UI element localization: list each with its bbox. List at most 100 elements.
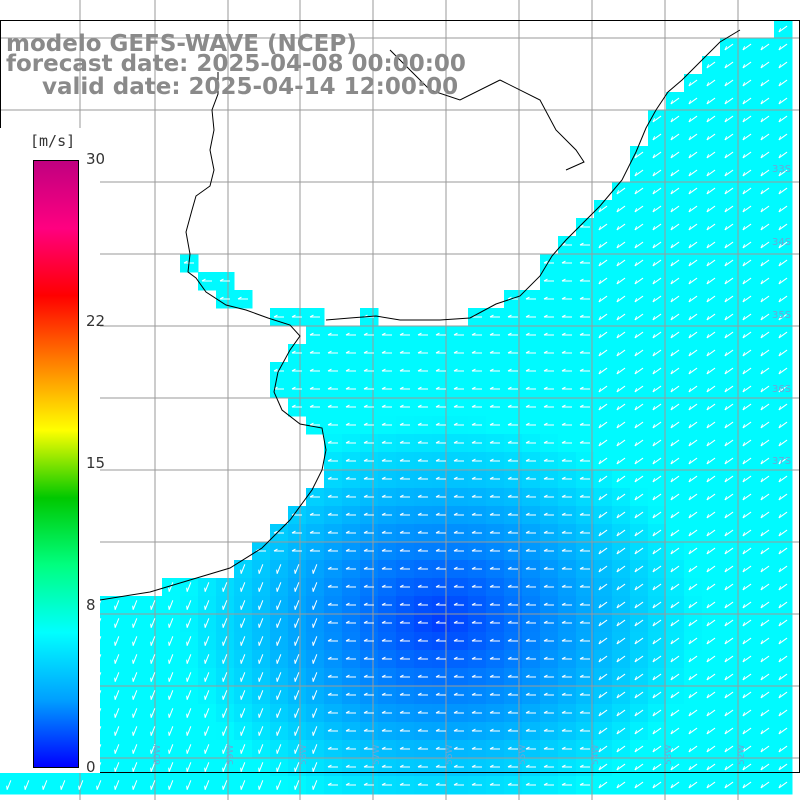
- wind-arrow: [294, 564, 300, 574]
- wind-arrow: [294, 654, 300, 664]
- wind-arrow: [706, 331, 716, 339]
- wind-arrow-head: [652, 172, 656, 177]
- wind-arrow-head: [634, 226, 638, 231]
- wind-arrow: [294, 582, 300, 592]
- wind-arrow-head: [688, 532, 692, 537]
- wind-arrow-head: [543, 278, 548, 282]
- wind-arrow-head: [345, 602, 350, 606]
- wind-arrow-head: [778, 316, 782, 321]
- wind-arrow: [652, 601, 662, 609]
- lon-label: 57W: [372, 745, 382, 765]
- wind-arrow-head: [670, 136, 674, 141]
- wind-arrow-head: [634, 244, 638, 249]
- wind-arrow: [150, 654, 156, 664]
- wind-arrow-head: [760, 748, 764, 753]
- wind-arrow: [778, 691, 788, 699]
- wind-arrow-head: [778, 172, 782, 177]
- wind-arrow-head: [778, 262, 782, 267]
- wind-arrow: [670, 583, 680, 591]
- wind-arrow: [724, 97, 734, 105]
- wind-arrow-head: [417, 674, 422, 678]
- wind-arrow-head: [706, 730, 710, 735]
- wind-arrow: [132, 744, 138, 754]
- wind-arrow-head: [670, 118, 674, 123]
- wind-arrow-head: [706, 424, 710, 429]
- wind-arrow: [706, 619, 716, 627]
- wind-arrow: [724, 637, 734, 645]
- wind-arrow-head: [742, 478, 746, 483]
- wind-arrow-head: [688, 460, 692, 465]
- wind-arrow-head: [652, 658, 656, 663]
- wind-arrow-head: [616, 496, 620, 501]
- wind-arrow: [688, 403, 698, 411]
- wind-arrow-head: [778, 64, 782, 69]
- wind-arrow: [778, 115, 788, 123]
- wind-arrow-head: [616, 442, 620, 447]
- wind-arrow: [742, 151, 752, 159]
- wind-arrow: [598, 583, 608, 591]
- wind-arrow: [634, 187, 644, 195]
- wind-arrow-head: [381, 728, 386, 732]
- wind-arrow: [652, 529, 662, 537]
- wind-arrow-head: [598, 298, 602, 303]
- wind-arrow-head: [598, 244, 602, 249]
- wind-arrow: [652, 313, 662, 321]
- wind-arrow: [652, 493, 662, 501]
- wind-arrow-head: [706, 388, 710, 393]
- wind-arrow-head: [688, 676, 692, 681]
- wind-arrow-head: [471, 404, 476, 408]
- wind-arrow: [724, 151, 734, 159]
- wind-arrow: [616, 655, 626, 663]
- wind-arrow-head: [579, 386, 584, 390]
- wind-arrow-head: [417, 422, 422, 426]
- wind-arrow: [778, 205, 788, 213]
- wind-arrow-head: [507, 602, 512, 606]
- wind-arrow-head: [706, 406, 710, 411]
- lon-label: 53W: [664, 745, 674, 765]
- wind-arrow: [706, 403, 716, 411]
- wind-arrow-head: [363, 674, 368, 678]
- wind-arrow: [742, 565, 752, 573]
- wind-arrow-head: [706, 442, 710, 447]
- wind-arrow-head: [724, 406, 728, 411]
- wind-arrow-head: [543, 440, 548, 444]
- wind-arrow-head: [634, 460, 638, 465]
- wind-arrow-head: [778, 154, 782, 159]
- wind-arrow-head: [598, 568, 602, 573]
- wind-arrow: [670, 133, 680, 141]
- wind-arrow: [688, 637, 698, 645]
- wind-arrow-head: [435, 602, 440, 606]
- wind-arrow: [294, 726, 300, 736]
- wind-arrow: [724, 259, 734, 267]
- wind-arrow: [742, 493, 752, 501]
- wind-arrow-head: [598, 712, 602, 717]
- wind-arrow: [742, 331, 752, 339]
- wind-arrow-head: [381, 422, 386, 426]
- wind-arrow: [742, 43, 752, 51]
- wind-arrow: [670, 781, 680, 789]
- wind-arrow: [616, 475, 626, 483]
- wind-arrow-head: [381, 404, 386, 408]
- wind-arrow: [724, 727, 734, 735]
- wind-arrow-head: [670, 784, 674, 789]
- wind-arrow: [276, 600, 282, 610]
- wind-arrow: [634, 547, 644, 555]
- title-forecast-date: forecast date: 2025-04-08 00:00:00: [6, 51, 466, 77]
- wind-arrow: [670, 97, 680, 105]
- wind-arrow-head: [652, 154, 656, 159]
- wind-arrow-head: [525, 710, 530, 714]
- wind-arrow-head: [778, 730, 782, 735]
- wind-arrow-head: [778, 694, 782, 699]
- wind-arrow-head: [742, 586, 746, 591]
- wind-arrow: [616, 259, 626, 267]
- wind-arrow: [114, 600, 120, 610]
- wind-arrow-head: [724, 568, 728, 573]
- wind-arrow: [312, 690, 318, 700]
- wind-arrow: [778, 403, 788, 411]
- wind-arrow-head: [616, 190, 620, 195]
- wind-arrow-head: [273, 314, 278, 318]
- wind-arrow: [670, 637, 680, 645]
- wind-arrow-head: [543, 422, 548, 426]
- wind-arrow-head: [688, 550, 692, 555]
- wind-arrow-head: [652, 730, 656, 735]
